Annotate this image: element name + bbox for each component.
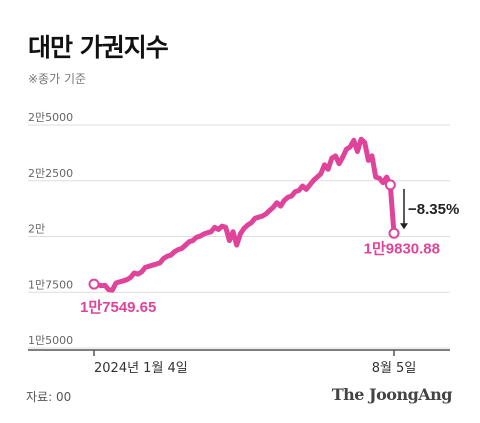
y-tick-label: 1만5000 bbox=[28, 334, 73, 347]
basis-note: ※종가 기준 bbox=[28, 72, 87, 86]
publisher-logo: The JoongAng bbox=[331, 385, 453, 404]
change-arrow-head bbox=[400, 223, 408, 230]
x-tick-label: 8월 5일 bbox=[372, 361, 417, 376]
y-tick-label: 2만2500 bbox=[28, 167, 73, 180]
source-note: 자료: 00 bbox=[26, 390, 72, 404]
y-tick-label: 2만 bbox=[28, 223, 45, 236]
start-value-label: 1만7549.65 bbox=[80, 299, 156, 316]
end-point-marker bbox=[388, 227, 400, 239]
y-tick-label: 1만7500 bbox=[28, 278, 73, 291]
x-tick-label: 2024년 1월 4일 bbox=[94, 361, 188, 376]
drop-start-marker bbox=[384, 179, 396, 191]
y-tick-label: 2만5000 bbox=[28, 111, 73, 124]
series-line bbox=[91, 136, 397, 293]
end-value-label: 1만9830.88 bbox=[364, 240, 440, 257]
change-percent-label: −8.35% bbox=[408, 201, 459, 218]
page-title: 대만 가권지수 bbox=[28, 33, 169, 62]
start-point-marker bbox=[88, 278, 100, 290]
